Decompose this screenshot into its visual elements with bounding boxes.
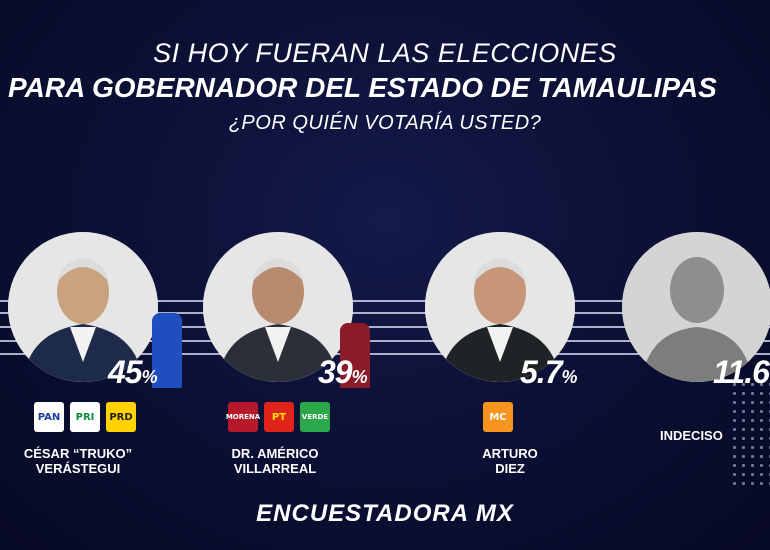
- candidate-name: ARTURO DIEZ: [450, 446, 570, 476]
- title-question: ¿POR QUIÉN VOTARÍA USTED?: [0, 112, 770, 135]
- candidate-name: DR. AMÉRICO VILLARREAL: [215, 446, 335, 476]
- party-logos: PAN PRI PRD: [34, 402, 136, 432]
- candidate-name: CÉSAR “TRUKO” VERÁSTEGUI: [18, 446, 138, 476]
- dot-pattern: [730, 380, 770, 490]
- party-logos: MORENA PT VERDE: [228, 402, 330, 432]
- value-label: 45%: [108, 354, 157, 391]
- morena-logo-icon: MORENA: [228, 402, 258, 432]
- brand-logo: ENCUESTADORA MX: [0, 500, 770, 528]
- pt-logo-icon: PT: [264, 402, 294, 432]
- title-line-1: SI HOY FUERAN LAS ELECCIONES: [0, 38, 770, 69]
- title-line-2: PARA GOBERNADOR DEL ESTADO DE TAMAULIPAS: [8, 72, 770, 104]
- pan-logo-icon: PAN: [34, 402, 64, 432]
- party-logos: MC: [483, 402, 513, 432]
- prd-logo-icon: PRD: [106, 402, 136, 432]
- pri-logo-icon: PRI: [70, 402, 100, 432]
- mc-logo-icon: MC: [483, 402, 513, 432]
- value-label: 5.7%: [520, 354, 577, 391]
- value-label: 39%: [318, 354, 367, 391]
- verde-logo-icon: VERDE: [300, 402, 330, 432]
